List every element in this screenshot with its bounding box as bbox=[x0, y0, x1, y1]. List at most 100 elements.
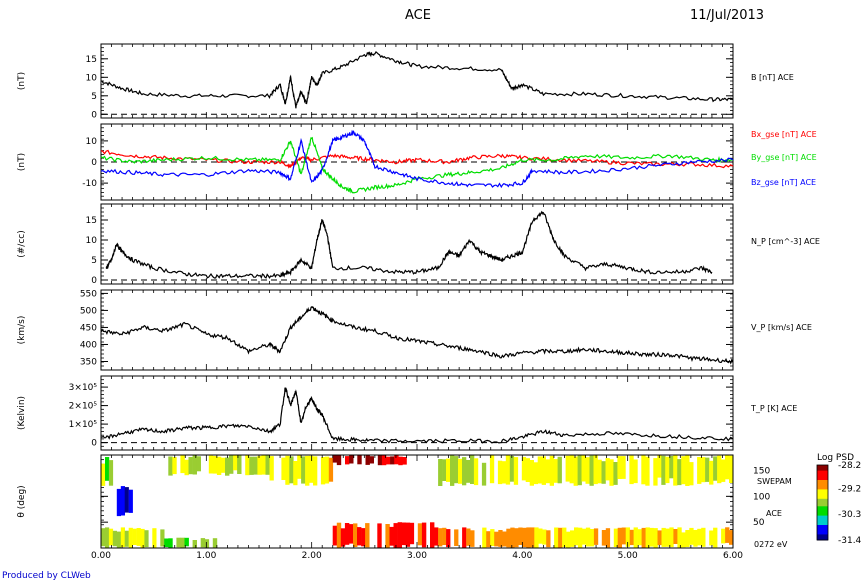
colorbar-cell bbox=[817, 483, 828, 487]
colorbar-cell bbox=[817, 478, 828, 481]
heatmap-cell bbox=[545, 459, 550, 484]
heatmap-cell bbox=[729, 455, 734, 483]
heatmap-cell bbox=[669, 456, 674, 479]
colorbar-cell bbox=[817, 534, 828, 537]
heatmap-cell bbox=[305, 455, 310, 486]
heatmap-cell bbox=[609, 459, 614, 486]
heatmap-cell bbox=[546, 530, 551, 548]
heatmap-cell bbox=[633, 527, 638, 548]
heatmap-cell bbox=[514, 528, 519, 548]
heatmap-cell bbox=[625, 527, 630, 547]
y-axis-label: (#/cc) bbox=[17, 230, 27, 258]
colorbar-cell bbox=[817, 508, 828, 511]
heatmap-cell bbox=[120, 486, 125, 516]
heatmap-cell bbox=[136, 528, 141, 546]
colorbar-cell bbox=[817, 528, 828, 532]
x-tick-label: 1.00 bbox=[196, 551, 216, 561]
heatmap-cell bbox=[489, 455, 495, 484]
heatmap-cell bbox=[721, 459, 726, 482]
colorbar-cell bbox=[817, 474, 828, 477]
heatmap-cell bbox=[168, 456, 173, 476]
colorbar-cell bbox=[817, 525, 828, 528]
heatmap-cell bbox=[621, 456, 626, 479]
heatmap-cell bbox=[229, 455, 234, 474]
x-tick-label: 6.00 bbox=[723, 551, 743, 561]
heatmap-cell bbox=[237, 455, 242, 474]
heatmap-cell bbox=[506, 528, 511, 548]
heatmap-cell bbox=[510, 527, 515, 548]
heatmap-cell bbox=[216, 456, 222, 475]
heatmap-cell bbox=[645, 527, 650, 548]
heatmap-cell bbox=[570, 530, 575, 547]
heatmap-cell bbox=[725, 527, 730, 543]
heatmap-cell bbox=[289, 456, 294, 484]
heatmap-cell bbox=[458, 458, 463, 484]
heatmap-cell bbox=[389, 526, 394, 546]
heatmap-cell bbox=[340, 528, 346, 547]
heatmap-cell bbox=[669, 527, 674, 548]
heatmap-cell bbox=[537, 456, 542, 484]
y-axis-label: (km/s) bbox=[17, 316, 27, 345]
heatmap-cell bbox=[641, 455, 646, 485]
colorbar-cell bbox=[817, 504, 828, 507]
y-tick-label: 50 bbox=[753, 518, 765, 528]
heatmap-cell bbox=[393, 523, 398, 548]
energy-label: 0272 eV bbox=[754, 540, 788, 549]
heatmap-cell bbox=[721, 528, 726, 544]
heatmap-cell bbox=[498, 530, 503, 547]
heatmap-cell bbox=[434, 527, 439, 546]
heatmap-cell bbox=[689, 527, 694, 545]
heatmap-cell bbox=[140, 528, 145, 548]
heatmap-cell bbox=[369, 456, 374, 464]
heatmap-cell bbox=[320, 457, 326, 485]
heatmap-cell bbox=[649, 527, 654, 547]
x-tick-label: 3.00 bbox=[407, 551, 427, 561]
heatmap-cell bbox=[281, 457, 286, 480]
heatmap-cell bbox=[208, 455, 214, 474]
colorbar-cell bbox=[817, 511, 828, 515]
colorbar-cell bbox=[817, 517, 828, 520]
series-label: B [nT] ACE bbox=[751, 73, 794, 82]
heatmap-cell bbox=[196, 456, 201, 472]
y-tick-label: 150 bbox=[753, 467, 770, 477]
colorbar-tick-label: -29.2 bbox=[838, 484, 861, 494]
heatmap-cell bbox=[116, 531, 121, 548]
heatmap-cell bbox=[661, 455, 666, 485]
heatmap-cell bbox=[578, 527, 583, 548]
heatmap-cell bbox=[557, 456, 562, 484]
heatmap-cell bbox=[454, 529, 459, 546]
heatmap-cell bbox=[332, 455, 338, 463]
heatmap-cell bbox=[212, 456, 218, 474]
heatmap-cell bbox=[377, 455, 383, 466]
heatmap-cell bbox=[582, 528, 587, 545]
heatmap-cell bbox=[164, 538, 169, 547]
heatmap-cell bbox=[336, 522, 342, 548]
heatmap-cell bbox=[486, 531, 491, 548]
colorbar-cell bbox=[817, 510, 828, 513]
heatmap-cell bbox=[585, 457, 590, 484]
heatmap-cell bbox=[168, 538, 173, 548]
heatmap-cell bbox=[585, 527, 591, 547]
heatmap-cell bbox=[212, 538, 218, 548]
heatmap-cell bbox=[653, 458, 658, 486]
heatmap-cell bbox=[105, 527, 110, 548]
produced-by-label: Produced by CLWeb bbox=[2, 571, 91, 581]
y-tick-label: -10 bbox=[82, 179, 97, 189]
y-tick-label: 0 bbox=[91, 276, 97, 286]
heatmap-cell bbox=[301, 456, 306, 484]
heatmap-cell bbox=[534, 527, 539, 548]
y-axis-label: (nT) bbox=[17, 153, 27, 171]
heatmap-cell bbox=[725, 455, 730, 480]
series-label: N_P [cm^-3] ACE bbox=[751, 237, 820, 246]
heatmap-cell bbox=[257, 456, 262, 475]
panel-frame bbox=[100, 289, 734, 371]
heatmap-cell bbox=[462, 457, 467, 486]
y-tick-label: 0 bbox=[91, 439, 97, 449]
heatmap-cell bbox=[309, 455, 314, 483]
heatmap-cell bbox=[353, 523, 358, 547]
heatmap-cell bbox=[172, 457, 177, 475]
heatmap-cell bbox=[613, 528, 619, 547]
heatmap-cell bbox=[665, 528, 670, 547]
heatmap-cell bbox=[345, 456, 350, 465]
heatmap-cell bbox=[180, 455, 185, 474]
